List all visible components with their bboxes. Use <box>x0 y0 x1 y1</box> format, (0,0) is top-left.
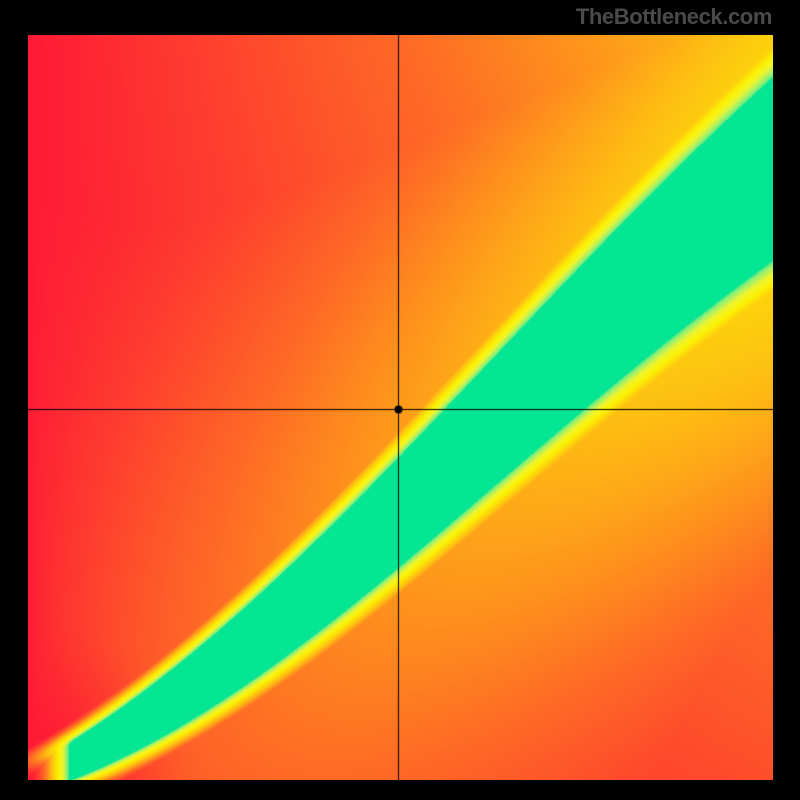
attribution-text: TheBottleneck.com <box>576 4 772 30</box>
bottleneck-heatmap <box>28 35 773 780</box>
